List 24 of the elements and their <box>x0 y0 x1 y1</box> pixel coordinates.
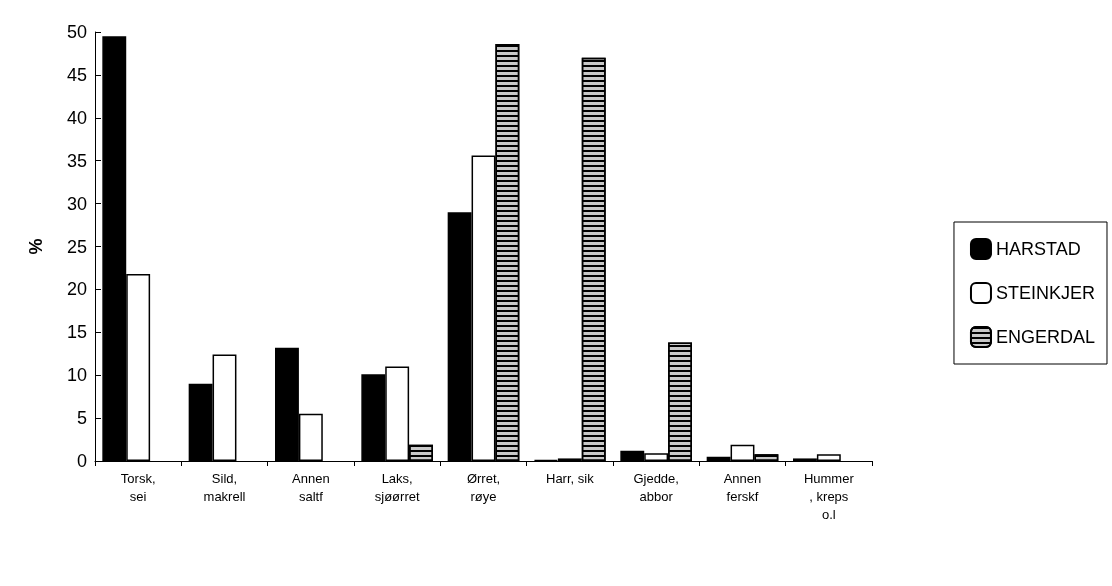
y-axis-title: % <box>26 238 46 255</box>
y-tick-label: 15 <box>66 322 87 343</box>
x-tick-label: Harr, sik <box>546 470 595 486</box>
y-tick-label: 20 <box>66 279 87 300</box>
y-tick-label: 30 <box>66 193 87 214</box>
y-tick-label: 40 <box>66 107 87 128</box>
y-tick-label: 25 <box>66 236 87 257</box>
legend-label: STEINKJER <box>995 283 1095 303</box>
x-tick-label: Gjedde, abbor <box>633 470 679 504</box>
legend-label: ENGERDAL <box>995 327 1095 347</box>
y-tick-label: 5 <box>76 408 87 429</box>
legend-label: HARSTAD <box>995 239 1081 259</box>
x-tick-label: Sild, makrell <box>203 470 246 504</box>
x-tick-label: Ørret, røye <box>466 470 501 504</box>
x-tick-label: Hummer , kreps o.l <box>803 470 855 522</box>
x-tick-label: Torsk, sei <box>120 470 156 504</box>
x-tick-label: Laks, sjøørret <box>374 470 420 504</box>
x-tick-label: Annen saltf <box>292 470 330 504</box>
y-tick-label: 50 <box>66 22 87 42</box>
y-tick-label: 0 <box>76 451 87 471</box>
x-tick-label: Annen ferskf <box>723 470 762 504</box>
y-tick-label: 45 <box>66 64 87 85</box>
y-tick-label: 35 <box>66 150 87 171</box>
y-tick-label: 10 <box>66 365 87 386</box>
